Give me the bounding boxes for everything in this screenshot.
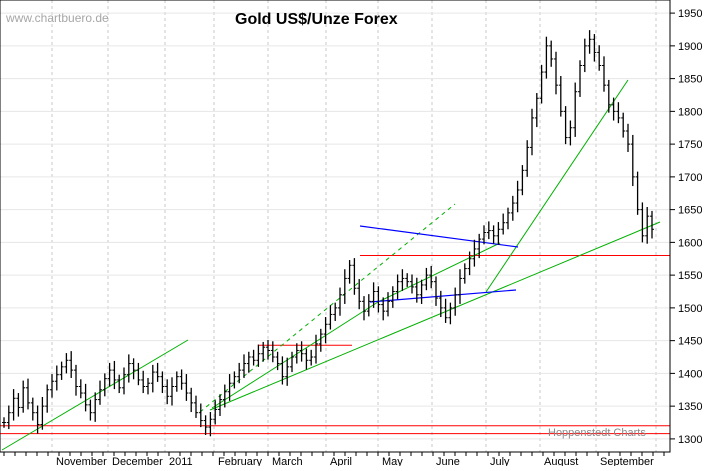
x-tick-label: March <box>272 456 303 466</box>
x-tick-label: November <box>56 456 107 466</box>
y-tick-label: 1350 <box>678 401 702 413</box>
trend-line <box>209 221 661 411</box>
y-tick-label: 1500 <box>678 303 702 315</box>
grid <box>0 0 670 452</box>
y-tick-label: 1950 <box>678 8 702 20</box>
y-tick-label: 1750 <box>678 139 702 151</box>
y-tick-label: 1400 <box>678 368 702 380</box>
x-tick-label: February <box>218 456 263 466</box>
y-tick-label: 1600 <box>678 237 702 249</box>
price-bars <box>2 30 654 437</box>
plot-frame <box>0 0 671 453</box>
x-tick-label: July <box>490 456 510 466</box>
y-tick-label: 1700 <box>678 172 702 184</box>
y-tick-label: 1650 <box>678 205 702 217</box>
trend-line <box>211 301 379 409</box>
y-tick-label: 1450 <box>678 336 702 348</box>
trend-line <box>379 242 501 302</box>
triangle-lower-line <box>369 289 517 303</box>
x-tick-label: 2011 <box>169 456 193 466</box>
watermark: www.chartbuero.de <box>5 11 109 25</box>
x-tick-label: May <box>382 456 403 466</box>
y-tick-label: 1800 <box>678 106 702 118</box>
axes: 1300 1350 1400 1450 1500 1550 1600 1650 1700 1750… <box>3 8 702 468</box>
y-tick-label: 1900 <box>678 41 702 53</box>
x-tick-label: December <box>112 456 163 466</box>
source-label: Hoppenstedt Charts <box>548 427 646 439</box>
x-tick-label: June <box>436 456 460 466</box>
y-tick-label: 1300 <box>678 434 702 446</box>
x-tick-label: April <box>330 456 352 466</box>
x-tick-label: September <box>600 456 654 466</box>
trend-line-dashed <box>199 203 456 413</box>
triangle-upper-line <box>359 225 519 248</box>
trend-line <box>485 79 629 293</box>
y-tick-label: 1850 <box>678 74 702 86</box>
y-tick-label: 1550 <box>678 270 702 282</box>
chart-title: Gold US$/Unze Forex <box>235 11 398 28</box>
x-tick-label: August <box>544 456 578 466</box>
